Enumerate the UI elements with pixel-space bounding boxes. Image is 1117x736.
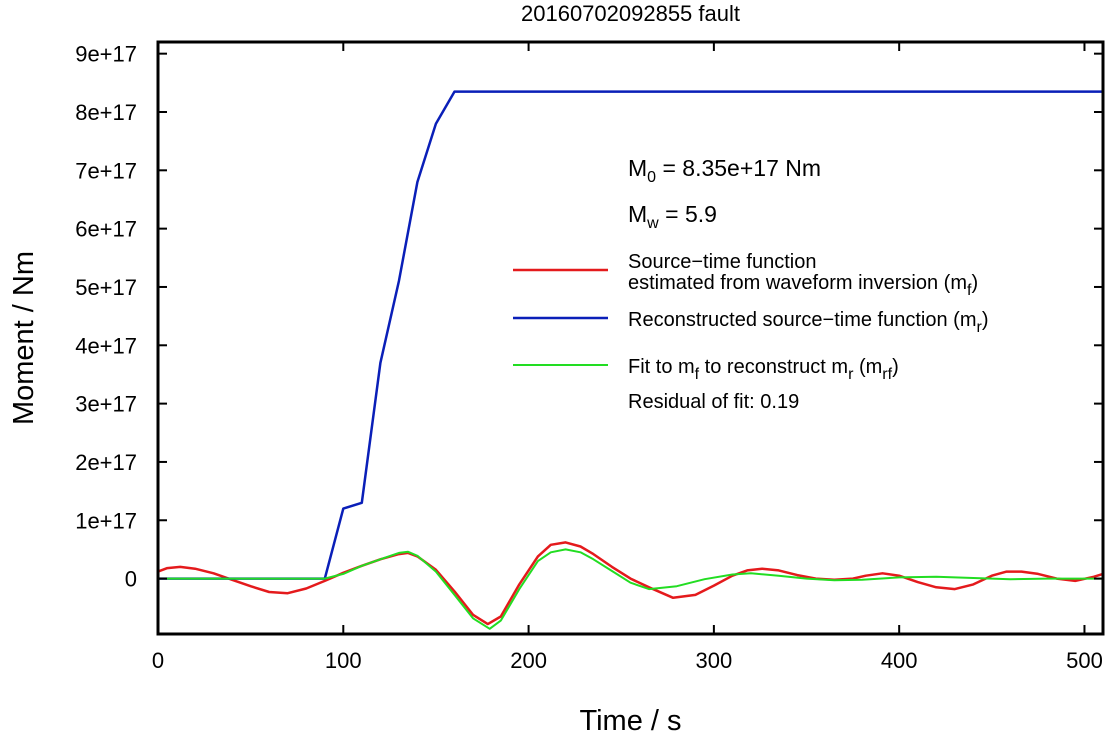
y-tick-label: 0 xyxy=(125,567,137,592)
x-tick-label: 400 xyxy=(881,648,918,673)
series-line-mrf xyxy=(158,548,1103,630)
legend-label-mf-line1: Source−time function xyxy=(628,251,816,273)
legend-label-mr: Reconstructed source−time function (mr) xyxy=(628,309,989,336)
y-tick-label: 9e+17 xyxy=(75,42,137,67)
y-tick-label: 4e+17 xyxy=(75,333,137,358)
annotation-residual: Residual of fit: 0.19 xyxy=(628,391,799,413)
annotation-mw: Mw = 5.9 xyxy=(628,201,717,232)
legend-label-mrf: Fit to mf to reconstruct mr (mrf) xyxy=(628,356,899,383)
chart-title: 20160702092855 fault xyxy=(521,1,740,26)
x-axis-title: Time / s xyxy=(579,705,681,736)
x-tick-label: 100 xyxy=(325,648,362,673)
series-line-mf xyxy=(157,541,1104,626)
x-tick-label: 0 xyxy=(152,648,164,673)
y-tick-label: 1e+17 xyxy=(75,508,137,533)
annotation-m0: M0 = 8.35e+17 Nm xyxy=(628,155,821,186)
series-line-mr xyxy=(158,90,1103,580)
legend-label-mf-line2: estimated from waveform inversion (mf) xyxy=(628,272,978,299)
x-tick-label: 300 xyxy=(696,648,733,673)
plot-frame xyxy=(156,40,1105,636)
x-tick-label: 200 xyxy=(510,648,547,673)
y-tick-label: 6e+17 xyxy=(75,217,137,242)
y-tick-label: 2e+17 xyxy=(75,450,137,475)
y-axis-title: Moment / Nm xyxy=(8,251,40,425)
y-tick-label: 7e+17 xyxy=(75,158,137,183)
y-tick-label: 3e+17 xyxy=(75,392,137,417)
y-tick-label: 8e+17 xyxy=(75,100,137,125)
x-tick-label: 500 xyxy=(1066,648,1103,673)
y-tick-label: 5e+17 xyxy=(75,275,137,300)
